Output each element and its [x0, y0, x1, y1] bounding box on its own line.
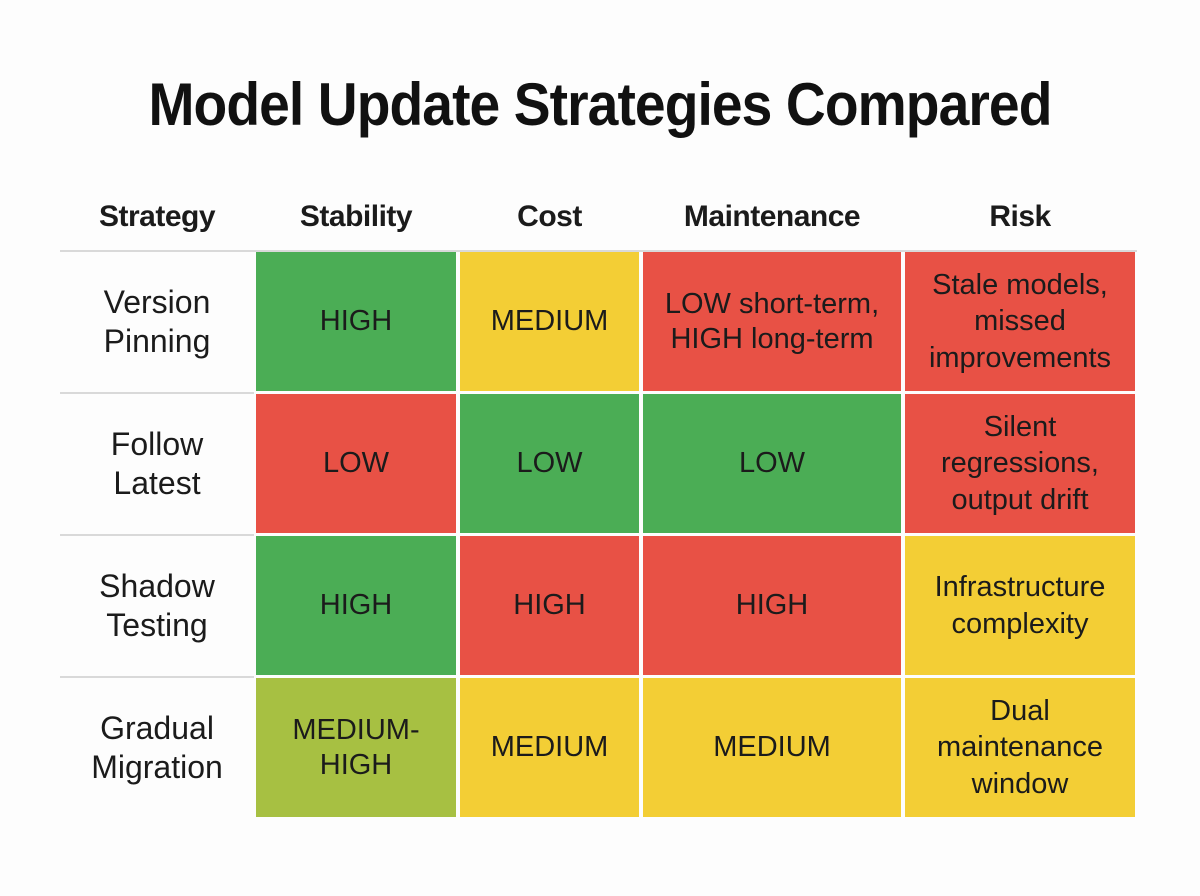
column-header-stability: Stability — [299, 200, 413, 233]
row-separator — [60, 392, 254, 394]
strategy-cell: Version Pinning — [103, 284, 211, 359]
value-cell: LOW — [460, 394, 639, 533]
value-cell: LOW — [643, 394, 901, 533]
value-cell: HIGH — [460, 536, 639, 675]
column-header-cost: Cost — [517, 200, 582, 233]
table-header-row: Strategy Stability Cost Maintenance Risk — [60, 186, 1137, 248]
value-cell: Infrastructure complexity — [905, 536, 1135, 675]
strategy-cell: Follow Latest — [110, 426, 204, 501]
row-separator — [60, 534, 254, 536]
value-cell: HIGH — [256, 252, 456, 391]
value-cell: MEDIUM — [460, 678, 639, 817]
value-cell: Stale models, missed improvements — [905, 252, 1135, 391]
value-cell: HIGH — [256, 536, 456, 675]
value-cell: Dual maintenance window — [905, 678, 1135, 817]
value-cell: MEDIUM-HIGH — [256, 678, 456, 817]
row-separator — [60, 676, 254, 678]
strategy-cell: Shadow Testing — [99, 568, 215, 643]
page-title: Model Update Strategies Compared — [148, 71, 1052, 138]
strategy-cell: Gradual Migration — [91, 710, 223, 785]
value-cell: HIGH — [643, 536, 901, 675]
value-cell: Silent regressions, output drift — [905, 394, 1135, 533]
comparison-table: Version Pinning HIGH MEDIUM LOW short-te… — [60, 250, 1137, 817]
value-cell: LOW short-term, HIGH long-term — [643, 252, 901, 391]
value-cell: LOW — [256, 394, 456, 533]
value-cell: MEDIUM — [460, 252, 639, 391]
value-cell: MEDIUM — [643, 678, 901, 817]
column-header-strategy: Strategy — [98, 200, 216, 233]
column-header-risk: Risk — [989, 200, 1051, 233]
column-header-maintenance: Maintenance — [683, 200, 861, 233]
